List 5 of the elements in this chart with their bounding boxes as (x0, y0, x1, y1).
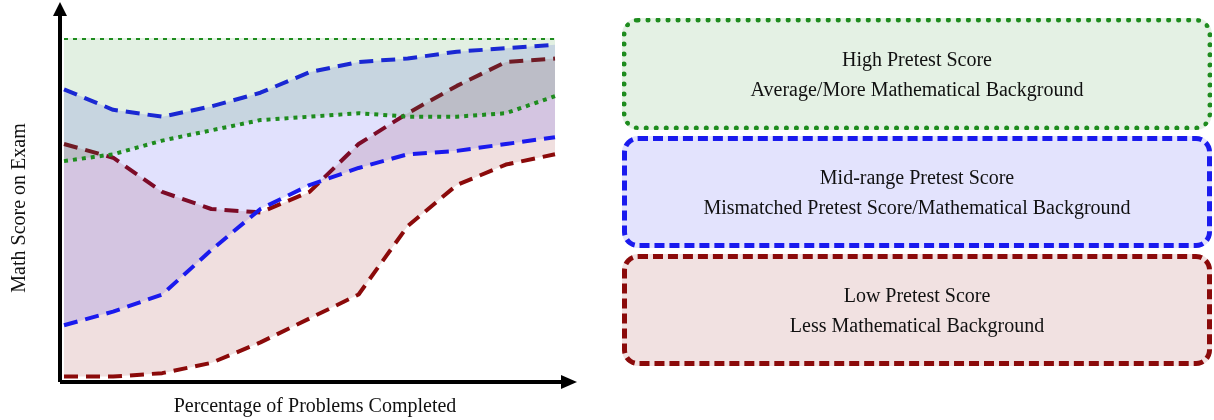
text: Low Pretest Score Less Mathematical Background (622, 254, 1212, 366)
y-axis-title: Math Score on Exam (6, 123, 30, 293)
text: High Pretest Score Average/More Mathematical Background (622, 18, 1212, 130)
text: Mid-range Pretest Score Mismatched Pretest Score/Mathematical Background (622, 136, 1212, 248)
x-axis-title: Percentage of Problems Completed (172, 394, 458, 417)
